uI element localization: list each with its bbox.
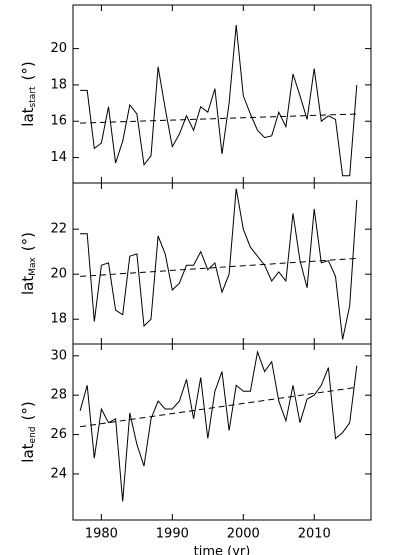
y-tick-label: 20	[50, 267, 67, 282]
y-label-main: lat	[19, 443, 37, 462]
data-line	[80, 24, 358, 177]
y-tick-label: 18	[50, 77, 67, 92]
y-label-main: lat	[19, 276, 37, 295]
data-line	[79, 349, 358, 502]
y-tick-label: 18	[50, 312, 67, 327]
y-tick-label: 24	[50, 466, 67, 481]
x-tick-label: 2000	[227, 527, 260, 542]
y-label-unit: (°)	[19, 401, 37, 420]
y-axis-label: latMax (°)	[19, 232, 38, 295]
trend-line	[80, 386, 357, 428]
y-tick-label: 28	[50, 388, 67, 403]
y-tick-label: 30	[50, 348, 67, 363]
x-tick-label: 2010	[298, 527, 331, 542]
y-label-sub: Max	[28, 257, 38, 276]
y-label-sub: end	[28, 427, 38, 444]
trend-line	[80, 257, 357, 277]
y-label-unit: (°)	[19, 232, 37, 251]
data-line	[80, 188, 358, 340]
x-tick-label: 1990	[156, 527, 189, 542]
x-tick-label: 1980	[85, 527, 118, 542]
y-label-sub: start	[28, 86, 38, 107]
panel-frame	[72, 343, 372, 521]
y-tick-label: 16	[50, 114, 67, 129]
x-axis-label: time (yr)	[194, 545, 251, 555]
y-tick-label: 26	[50, 427, 67, 442]
panel-frame	[72, 182, 372, 345]
y-tick-label: 22	[50, 222, 67, 237]
y-tick-label: 20	[50, 41, 67, 56]
y-label-unit: (°)	[19, 61, 37, 80]
y-axis-label: latstart (°)	[19, 61, 38, 126]
trend-line	[80, 113, 357, 124]
y-tick-label: 14	[50, 150, 67, 165]
y-label-main: lat	[19, 107, 37, 126]
y-axis-label: latend (°)	[19, 401, 38, 462]
